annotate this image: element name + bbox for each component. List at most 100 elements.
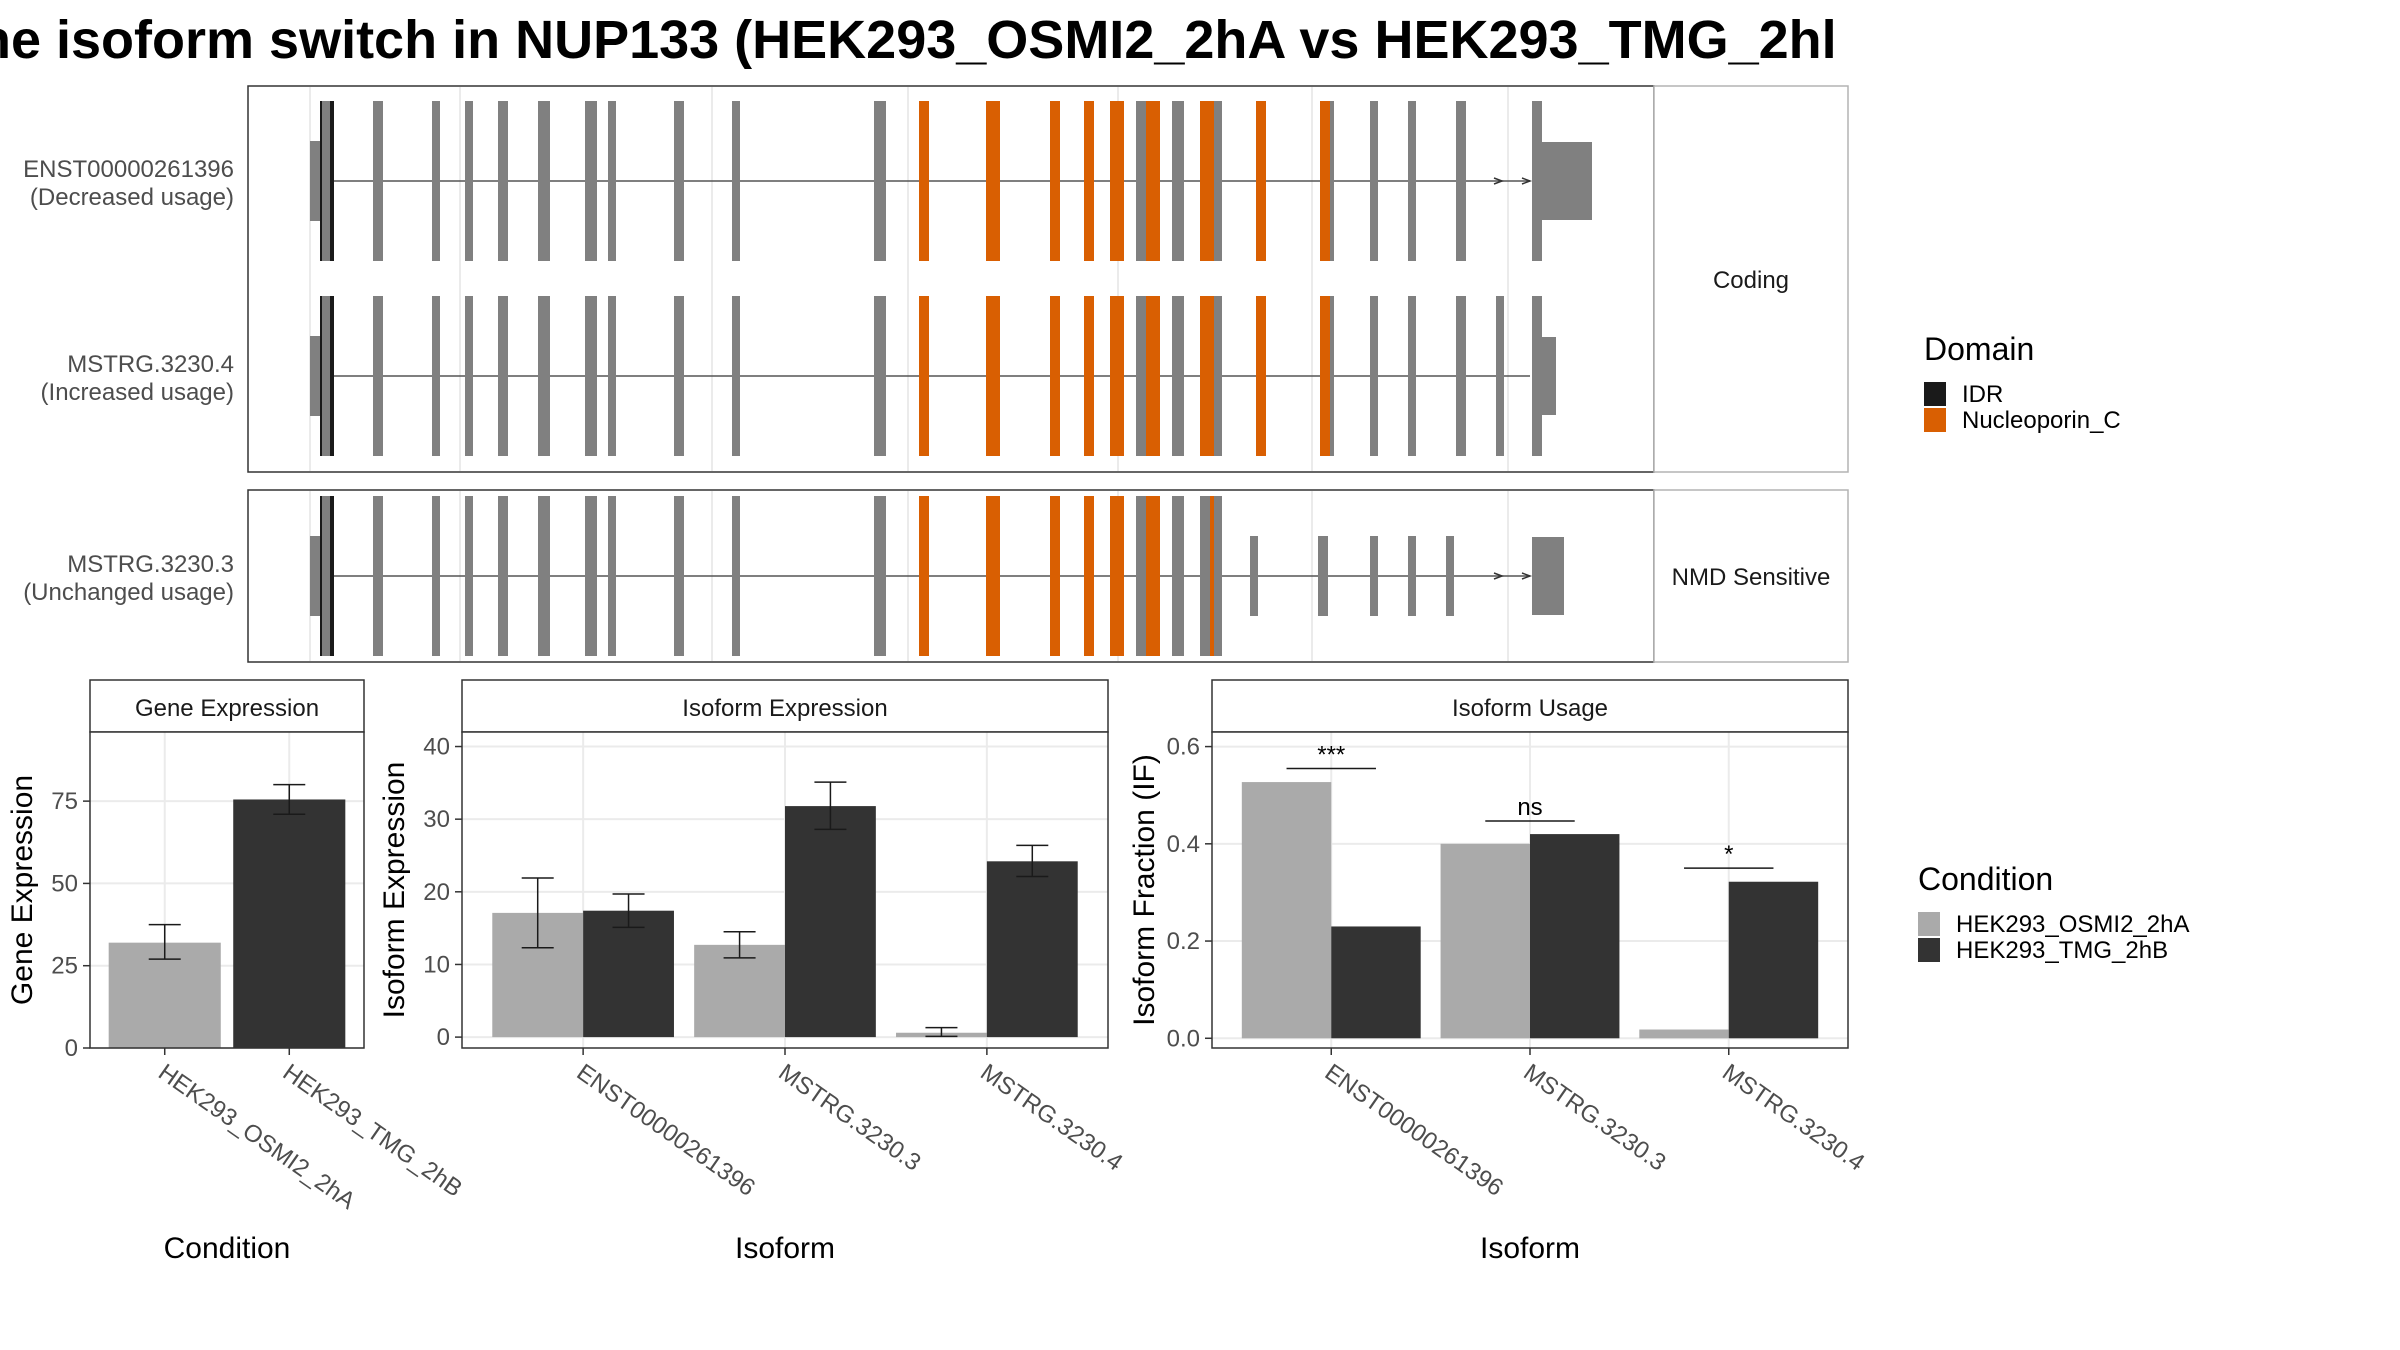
transcript-1-exon — [1408, 101, 1416, 261]
transcript-1-id-label: ENST00000261396 — [23, 156, 234, 183]
chart-2-y-tick-label: 0 — [437, 1024, 450, 1051]
transcript-3-nmd-exon — [1370, 536, 1378, 616]
transcript-2-exon — [1456, 296, 1466, 456]
chart-1-y-tick-label: 25 — [51, 953, 78, 980]
transcript-3-exon — [608, 496, 616, 656]
coding-strip-label: Coding — [1713, 267, 1789, 294]
chart-2-y-tick-label: 10 — [423, 951, 450, 978]
transcript-1-usage-label: (Decreased usage) — [30, 184, 234, 211]
transcript-1-exon — [322, 101, 330, 261]
chart-2-x-tick-label: ENST00000261396 — [572, 1059, 760, 1202]
transcript-3-exon — [498, 496, 508, 656]
chart-3-title-strip — [1211, 679, 1849, 733]
chart-2-x-axis-title: Isoform — [735, 1232, 835, 1265]
chart-2-y-tick-label: 40 — [423, 734, 450, 761]
transcript-3-exon — [1172, 496, 1184, 656]
transcript-3-nucleoporin-domain — [1084, 496, 1094, 656]
chart-3-bar — [1440, 843, 1530, 1039]
chart-2-title-strip — [461, 679, 1109, 733]
bar-chart-panels: Gene Expression0255075HEK293_OSMI2_2hAHE… — [6, 679, 1869, 1265]
chart-3-x-tick-label: ENST00000261396 — [1320, 1059, 1508, 1202]
chart-3-significance-label: ns — [1517, 794, 1542, 821]
chart-3-y-tick-label: 0.4 — [1167, 831, 1200, 858]
condition-legend-item-label: HEK293_TMG_2hB — [1956, 937, 2168, 964]
transcript-3-nmd-exon — [1446, 536, 1454, 616]
transcript-1-nucleoporin-domain — [1256, 101, 1266, 261]
transcript-3-exon — [432, 496, 440, 656]
transcript-2-exon — [322, 296, 330, 456]
transcript-1-exon — [1172, 101, 1184, 261]
transcript-2-exon — [465, 296, 473, 456]
transcript-1-nucleoporin-domain — [919, 101, 929, 261]
transcript-3-exon — [732, 496, 740, 656]
transcript-2-exon — [498, 296, 508, 456]
chart-3-y-axis-title: Isoform Fraction (IF) — [1128, 754, 1161, 1026]
chart-1-bar — [233, 799, 346, 1048]
transcript-2-exon — [585, 296, 597, 456]
chart-3-y-tick-label: 0.0 — [1167, 1025, 1200, 1052]
transcript-1-exon — [674, 101, 684, 261]
transcript-2-nucleoporin-domain — [1256, 296, 1266, 456]
transcript-3-exon — [585, 496, 597, 656]
chart-1-x-axis-title: Condition — [164, 1232, 291, 1265]
transcript-2-id-label: MSTRG.3230.4 — [67, 351, 234, 378]
coding-strip — [1653, 85, 1849, 473]
chart-2-y-axis-title: Isoform Expression — [378, 762, 411, 1019]
chart-2-title: Isoform Expression — [682, 695, 887, 722]
chart-2-y-tick-label: 20 — [423, 879, 450, 906]
transcript-2-exon — [1408, 296, 1416, 456]
transcript-2-nucleoporin-domain — [1050, 296, 1060, 456]
transcript-2-exon — [674, 296, 684, 456]
transcript-1-nucleoporin-domain — [1050, 101, 1060, 261]
transcript-1-nucleoporin-domain — [1200, 101, 1214, 261]
transcript-1-utr-5 — [310, 141, 322, 221]
chart-2-bar — [986, 861, 1078, 1038]
chart-2-x-tick-label: MSTRG.3230.4 — [975, 1059, 1127, 1177]
transcript-2-exon — [1370, 296, 1378, 456]
transcript-3-nucleoporin-domain — [1050, 496, 1060, 656]
domain-legend-item-label: Nucleoporin_C — [1962, 407, 2121, 434]
chart-1-y-tick-label: 50 — [51, 870, 78, 897]
transcript-3-utr-5 — [310, 536, 322, 616]
transcript-3-nmd-exon — [1250, 536, 1258, 616]
chart-2-bar — [583, 910, 674, 1038]
chart-1-bar — [108, 942, 221, 1048]
transcript-1-nucleoporin-domain — [1320, 101, 1330, 261]
transcript-3-exon — [538, 496, 550, 656]
transcript-2-exon — [1496, 296, 1504, 456]
transcript-2-usage-label: (Increased usage) — [41, 379, 234, 406]
condition-legend-title: Condition — [1918, 861, 2053, 897]
chart-3-bar — [1331, 926, 1421, 1039]
chart-1-y-axis-title: Gene Expression — [6, 775, 39, 1005]
transcript-3-nucleoporin-domain — [1110, 496, 1124, 656]
transcript-3-utr-3 — [1532, 537, 1564, 615]
transcript-2-nucleoporin-domain — [986, 296, 1000, 456]
transcript-1-strand-arrow — [1493, 177, 1505, 185]
transcript-1-utr-3 — [1532, 142, 1592, 220]
chart-3-significance-label: *** — [1317, 741, 1345, 768]
chart-1-y-tick-label: 0 — [65, 1035, 78, 1062]
transcript-3-exon — [1200, 496, 1210, 656]
transcript-3-nucleoporin-domain — [986, 496, 1000, 656]
transcript-structure-panel: Coding NMD Sensitive ENST00000261396(Decre… — [23, 85, 1849, 663]
transcript-3-nucleoporin-domain — [1146, 496, 1160, 656]
chart-1-title: Gene Expression — [135, 695, 319, 722]
chart-3-bar — [1241, 782, 1332, 1039]
chart-2-bar — [785, 806, 876, 1038]
transcript-2-exon — [432, 296, 440, 456]
condition-legend-swatch — [1918, 938, 1940, 962]
transcript-1-exon — [498, 101, 508, 261]
chart-3-bar — [1639, 1029, 1729, 1039]
chart-2-y-tick-label: 30 — [423, 806, 450, 833]
transcript-3-exon — [373, 496, 383, 656]
transcript-1-exon — [465, 101, 473, 261]
transcript-3-id-label: MSTRG.3230.3 — [67, 551, 234, 578]
transcript-2-exon — [1172, 296, 1184, 456]
transcript-1-exon — [1370, 101, 1378, 261]
transcript-3-nmd-exon — [1408, 536, 1416, 616]
transcript-2-nucleoporin-domain — [1084, 296, 1094, 456]
transcript-1-exon — [1136, 101, 1148, 261]
chart-1-y-tick-label: 75 — [51, 788, 78, 815]
